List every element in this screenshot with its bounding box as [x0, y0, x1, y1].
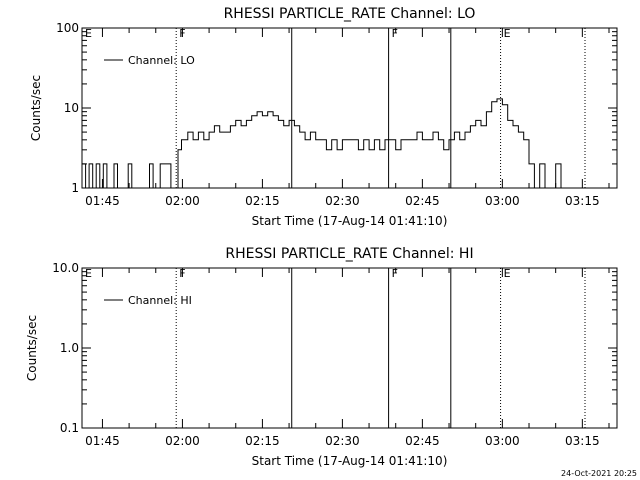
y-tick-label: 0.1 — [60, 421, 79, 435]
event-flag-label: E — [504, 267, 511, 280]
chart-title: RHESSI PARTICLE_RATE Channel: HI — [225, 246, 473, 262]
x-tick-label: 03:15 — [565, 434, 600, 448]
x-tick-label: 02:30 — [325, 434, 360, 448]
y-tick-label: 1.0 — [60, 341, 79, 355]
event-flag-label: F — [179, 267, 185, 280]
y-tick-label: 1 — [71, 181, 79, 195]
x-tick-label: 03:00 — [485, 194, 520, 208]
x-tick-label: 02:45 — [405, 194, 440, 208]
x-tick-label: 01:45 — [85, 194, 120, 208]
x-tick-label: 02:00 — [165, 434, 200, 448]
chart-panel-1: RHESSI PARTICLE_RATE Channel: LO Start Ti… — [29, 6, 618, 228]
event-flag-label: E — [85, 267, 92, 280]
chart-title: RHESSI PARTICLE_RATE Channel: LO — [224, 6, 476, 22]
y-axis-label: Counts/sec — [29, 75, 43, 141]
x-axis-label: Start Time (17-Aug-14 01:41:10) — [252, 214, 448, 228]
x-tick-label: 02:00 — [165, 194, 200, 208]
y-tick-label: 100 — [56, 21, 79, 35]
x-tick-label: 03:00 — [485, 434, 520, 448]
plot-timestamp: 24-Oct-2021 20:25 — [561, 469, 637, 478]
chart-panel-2: RHESSI PARTICLE_RATE Channel: HI Start Ti… — [25, 246, 618, 468]
plot-frame — [81, 267, 618, 429]
event-flag-label: F — [392, 267, 398, 280]
event-flag-label: F — [392, 27, 398, 40]
x-tick-label: 02:15 — [245, 434, 280, 448]
y-axis-label: Counts/sec — [25, 315, 39, 381]
series-line — [82, 98, 583, 189]
event-flag-label: E — [85, 27, 92, 40]
y-tick-label: 10.0 — [52, 261, 79, 275]
event-flag-label: F — [179, 27, 185, 40]
x-tick-label: 02:15 — [245, 194, 280, 208]
x-tick-label: 02:45 — [405, 434, 440, 448]
legend-label: Channel: LO — [128, 54, 195, 67]
y-tick-label: 10 — [64, 101, 79, 115]
x-axis-label: Start Time (17-Aug-14 01:41:10) — [252, 454, 448, 468]
x-tick-label: 01:45 — [85, 434, 120, 448]
x-tick-label: 02:30 — [325, 194, 360, 208]
event-flag-label: E — [504, 27, 511, 40]
legend-label: Channel: HI — [128, 294, 192, 307]
x-tick-label: 03:15 — [565, 194, 600, 208]
